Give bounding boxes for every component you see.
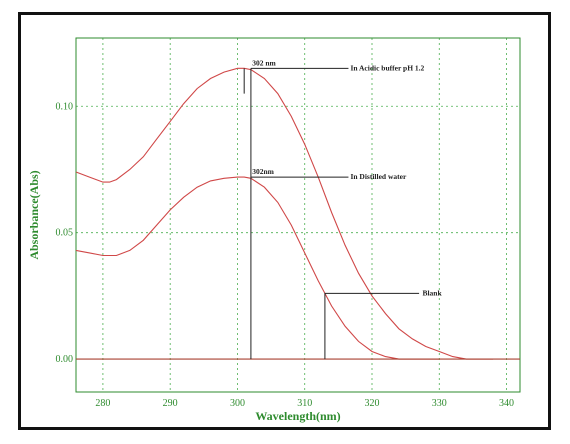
y-tick-label: 0.10 xyxy=(56,101,74,112)
series-layer xyxy=(75,67,520,360)
x-tick-label: 300 xyxy=(230,398,245,409)
plot-area-border xyxy=(75,37,521,393)
annotation-label: In Distilled water xyxy=(350,172,407,181)
annotation-labels: 302 nm In Acidic buffer pH 1.2 302nm In Dis… xyxy=(252,58,442,297)
y-tick-label: 0.00 xyxy=(56,354,74,365)
y-tick-label: 0.05 xyxy=(56,228,74,239)
y-axis-title: Absorbance(Abs) xyxy=(27,170,41,259)
series-line xyxy=(75,176,440,360)
x-tick-label: 320 xyxy=(365,398,380,409)
x-tick-label: 330 xyxy=(432,398,447,409)
annotation-label: In Acidic buffer pH 1.2 xyxy=(350,63,424,72)
figure-frame xyxy=(18,12,551,430)
grid-layer xyxy=(76,38,520,392)
x-axis-title: Wavelength(nm) xyxy=(255,409,340,423)
x-tick-labels: 280 290 300 310 320 330 340 xyxy=(95,398,514,409)
y-tick-labels: 0.00 0.05 0.10 xyxy=(56,101,74,365)
annotation-label: 302nm xyxy=(252,167,274,176)
x-tick-label: 340 xyxy=(499,398,514,409)
series-line xyxy=(75,67,494,360)
x-tick-label: 290 xyxy=(163,398,178,409)
x-tick-label: 280 xyxy=(95,398,110,409)
annotation-label: Blank xyxy=(422,288,442,297)
x-tick-label: 310 xyxy=(297,398,312,409)
annotation-leaders xyxy=(243,67,420,360)
blank-leader xyxy=(324,292,420,360)
annotation-label: 302 nm xyxy=(252,58,276,67)
